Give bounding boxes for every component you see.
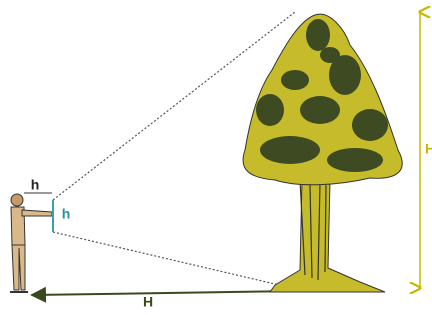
arm-label: h [31,177,40,193]
sight-line-bottom [53,232,292,288]
ground-label: H [143,294,153,310]
stick-label: h [62,206,71,222]
page: h h H H (() => { const data = JSON.parse… [0,0,432,310]
person [10,194,52,292]
tree [243,14,402,292]
illustration: h h H H [0,0,432,310]
ground-arrow [32,291,300,295]
tree-height-label: H [425,141,432,157]
